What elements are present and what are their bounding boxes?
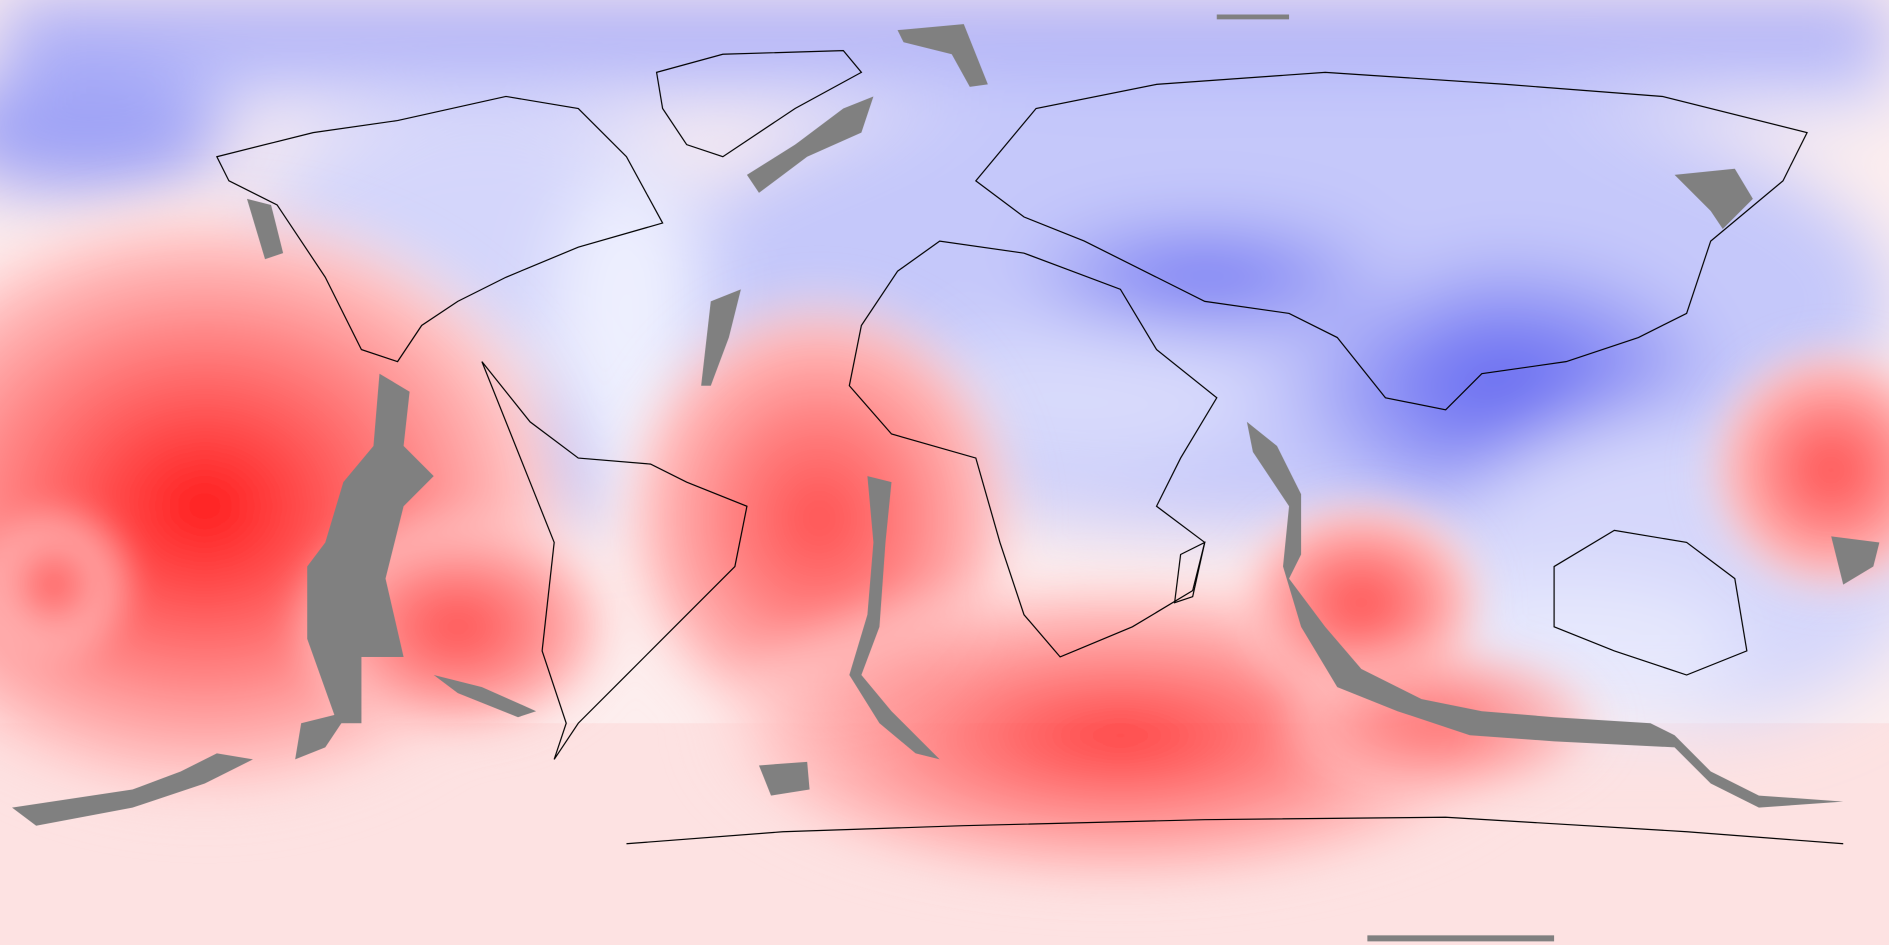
missing-data (12, 14, 1880, 942)
coastlines (215, 50, 1844, 845)
